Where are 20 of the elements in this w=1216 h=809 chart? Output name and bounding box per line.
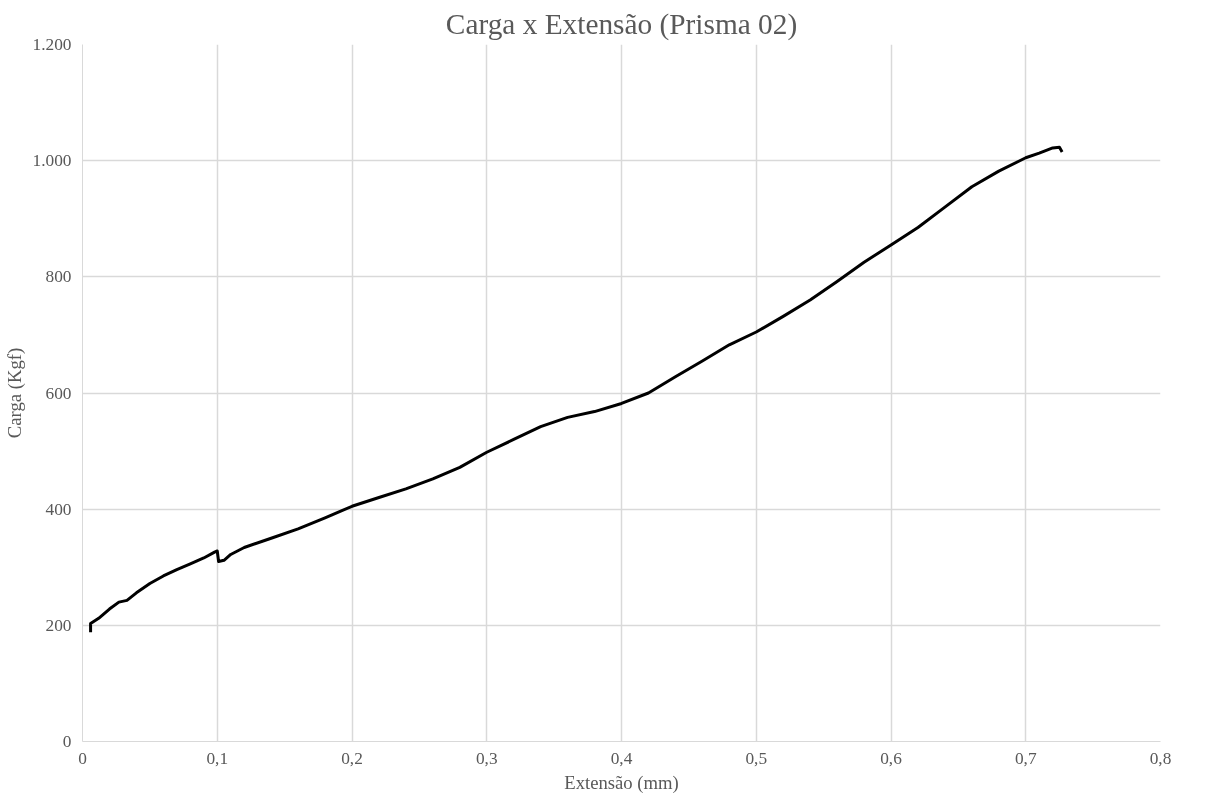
x-tick-label: 0,3 [475, 748, 498, 768]
y-tick-label: 600 [45, 383, 72, 403]
x-tick-label: 0,1 [206, 748, 229, 768]
y-tick-label: 400 [45, 499, 72, 519]
x-axis-title: Extensão (mm) [564, 771, 679, 794]
y-tick-label: 1.000 [32, 151, 72, 171]
y-tick-label: 200 [45, 615, 72, 635]
x-tick-label: 0,5 [745, 748, 768, 768]
x-tick-label: 0,6 [880, 748, 903, 768]
chart-title: Carga x Extensão (Prisma 02) [445, 7, 798, 41]
x-tick-label: 0,2 [341, 748, 363, 768]
x-tick-label: 0,8 [1149, 748, 1172, 768]
line-series [89, 145, 1064, 634]
x-tick-label: 0 [78, 748, 87, 768]
y-tick-label: 1.200 [32, 35, 72, 54]
y-tick-label: 0 [62, 732, 72, 751]
x-tick-label: 0,4 [610, 748, 633, 768]
y-axis-title: Carga (Kgf) [3, 347, 26, 439]
y-tick-label: 800 [45, 267, 72, 287]
x-tick-label: 0,7 [1014, 748, 1037, 768]
